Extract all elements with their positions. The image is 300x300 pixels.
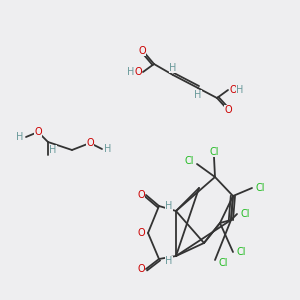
Text: H: H [49,145,57,155]
Text: Cl: Cl [255,183,265,193]
Text: H: H [165,201,173,211]
Text: Cl: Cl [218,258,228,268]
Text: O: O [86,138,94,148]
Text: O: O [134,67,142,77]
Text: O: O [137,264,145,274]
Text: Cl: Cl [240,209,250,219]
Text: H: H [104,144,112,154]
Text: Cl: Cl [236,247,246,257]
Text: H: H [236,85,244,95]
Text: O: O [229,85,237,95]
Text: O: O [224,105,232,115]
Text: O: O [137,228,145,238]
Text: H: H [16,132,24,142]
Text: H: H [169,63,177,73]
Text: H: H [165,256,173,266]
Text: Cl: Cl [184,156,194,166]
Text: H: H [194,90,202,100]
Text: O: O [137,190,145,200]
Text: Cl: Cl [209,147,219,157]
Text: O: O [138,46,146,56]
Text: O: O [34,127,42,137]
Text: H: H [127,67,135,77]
